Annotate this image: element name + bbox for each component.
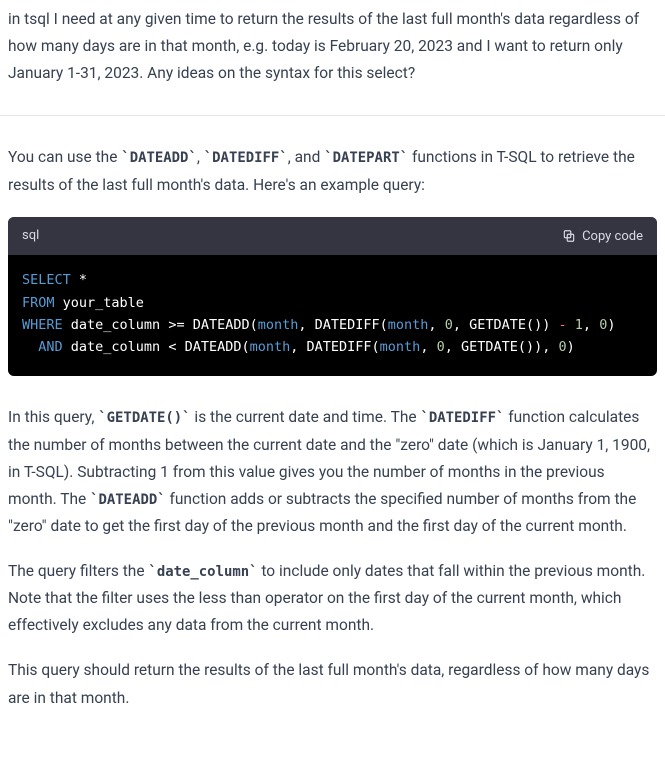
- inline-code: `GETDATE()`: [98, 410, 190, 426]
- code-block: sql Copy code SELECT * FROM your_table W…: [8, 217, 657, 377]
- text-fragment: is the current date and time. The: [191, 408, 421, 426]
- question-text: in tsql I need at any given time to retu…: [8, 6, 657, 87]
- code-block-header: sql Copy code: [8, 217, 657, 256]
- code-content[interactable]: SELECT * FROM your_table WHERE date_colu…: [8, 255, 657, 376]
- text-fragment: ,: [197, 148, 204, 166]
- inline-code: `DATEPART`: [324, 150, 408, 166]
- answer-paragraph-3: The query filters the `date_column` to i…: [8, 558, 657, 639]
- text-fragment: You can use the: [8, 148, 121, 166]
- answer-intro: You can use the `DATEADD`, `DATEDIFF`, a…: [8, 144, 657, 198]
- section-divider: [0, 115, 665, 116]
- inline-code: `DATEADD`: [121, 150, 197, 166]
- text-fragment: , and: [288, 148, 324, 166]
- inline-code: `date_column`: [148, 564, 257, 580]
- answer-block: You can use the `DATEADD`, `DATEDIFF`, a…: [8, 144, 657, 711]
- clipboard-icon: [562, 229, 576, 243]
- inline-code: `DATEADD`: [90, 492, 166, 508]
- answer-paragraph-2: In this query, `GETDATE()` is the curren…: [8, 404, 657, 540]
- text-fragment: The query filters the: [8, 562, 148, 580]
- answer-paragraph-4: This query should return the results of …: [8, 657, 657, 711]
- text-fragment: In this query,: [8, 408, 98, 426]
- inline-code: `DATEDIFF`: [204, 150, 288, 166]
- copy-code-button[interactable]: Copy code: [562, 229, 643, 244]
- code-language-label: sql: [22, 225, 39, 248]
- copy-code-label: Copy code: [582, 229, 643, 244]
- question-block: in tsql I need at any given time to retu…: [8, 6, 657, 115]
- inline-code: `DATEDIFF`: [420, 410, 504, 426]
